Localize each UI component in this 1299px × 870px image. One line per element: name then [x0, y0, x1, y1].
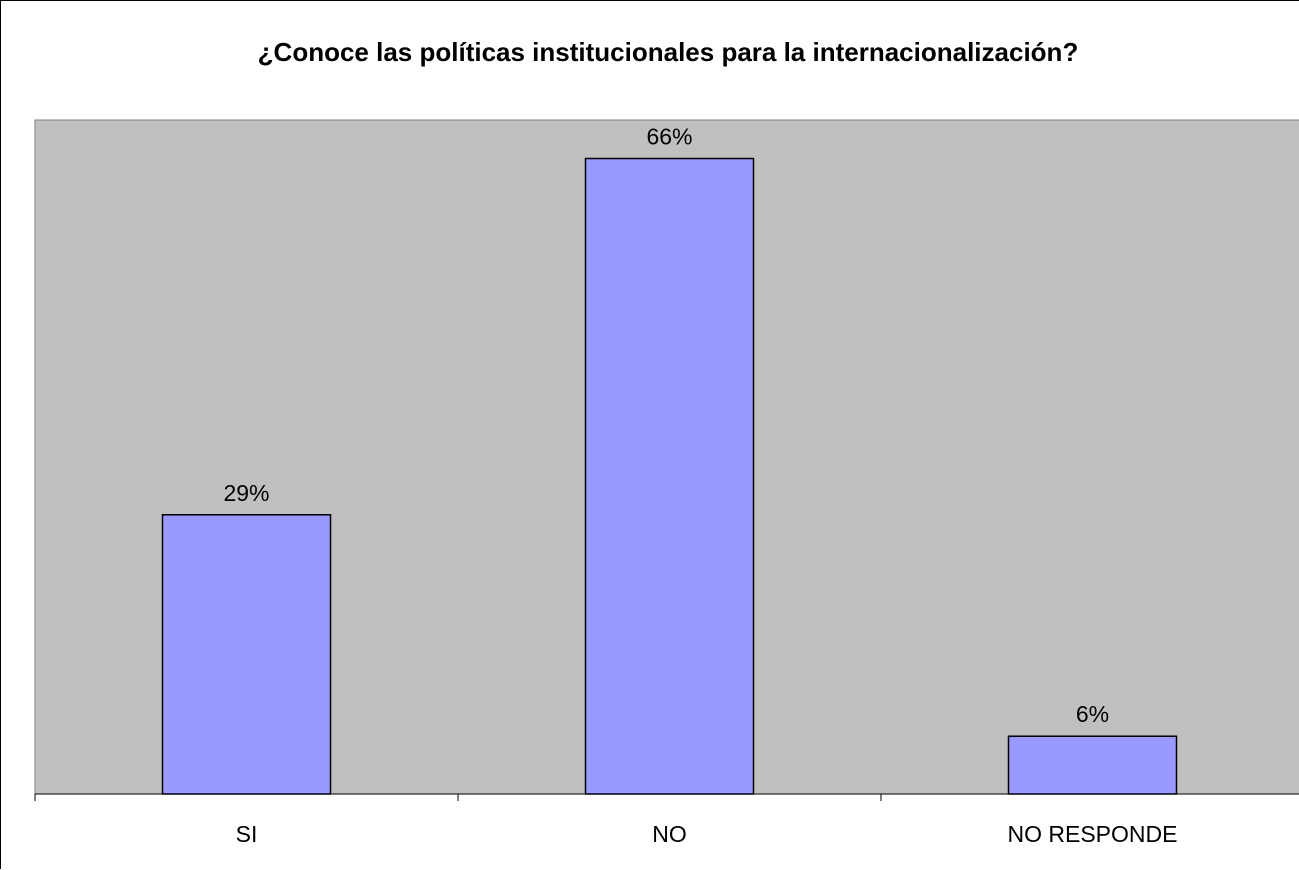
x-tick-label: NO — [652, 821, 687, 847]
x-tick-label: SI — [236, 821, 258, 847]
data-label: 6% — [1076, 701, 1109, 727]
chart-title: ¿Conoce las políticas institucionales pa… — [257, 37, 1079, 67]
data-label: 66% — [646, 124, 692, 150]
bar-no — [584, 157, 755, 795]
bar-no-responde — [1007, 735, 1178, 795]
data-label: 29% — [223, 480, 269, 506]
x-tick-label: NO RESPONDE — [1008, 821, 1178, 847]
bar-si — [161, 514, 332, 795]
